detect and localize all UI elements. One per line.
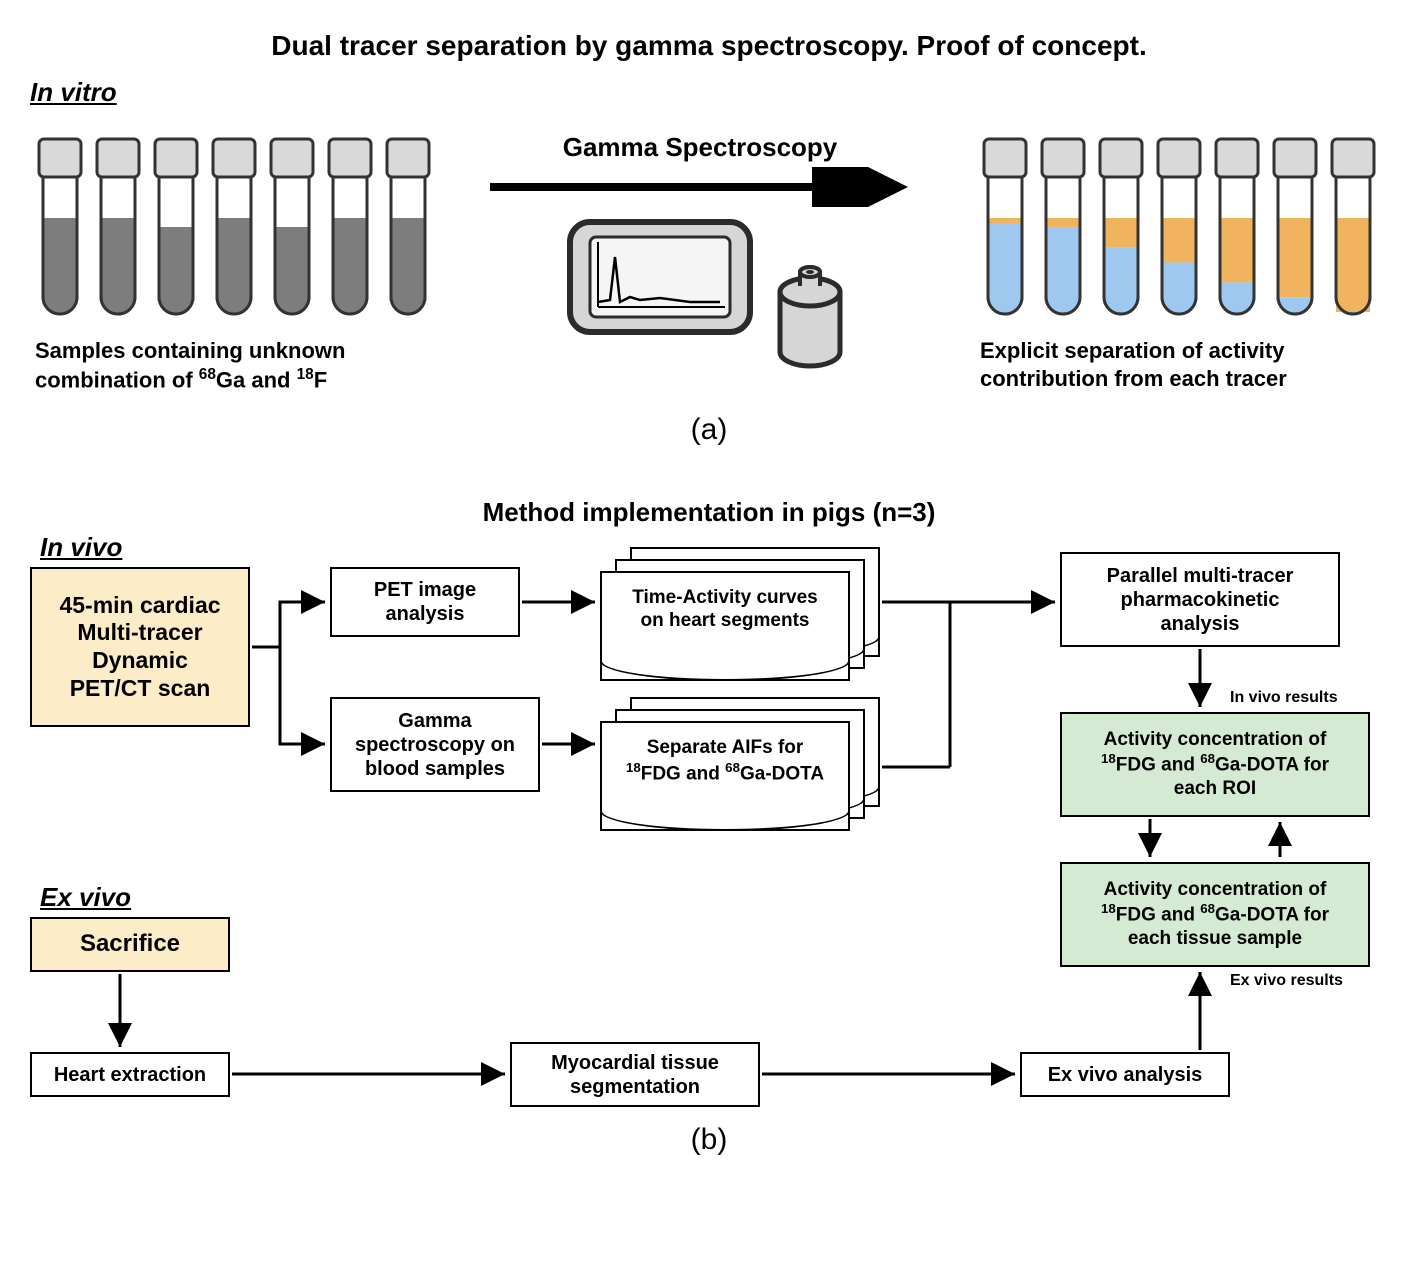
tissue-end: each tissue sample xyxy=(1128,928,1302,949)
test-tube-split xyxy=(1328,137,1378,317)
box-tissue: Activity concentration of 18FDG and 68Ga… xyxy=(1060,862,1370,967)
box-roi: Activity concentration of 18FDG and 68Ga… xyxy=(1060,712,1370,817)
sup-18: 18 xyxy=(297,366,314,383)
aifs-pre: Separate AIFs for xyxy=(647,737,804,758)
roi-pre: Activity concentration of xyxy=(1104,729,1327,750)
test-tube-split xyxy=(1154,137,1204,317)
box-sacrifice: Sacrifice xyxy=(30,917,230,972)
tube-row-right xyxy=(980,137,1378,317)
in-vivo-label: In vivo xyxy=(40,532,122,563)
subfig-a: (a) xyxy=(20,413,1398,447)
left-caption-line2-pre: combination of xyxy=(35,367,199,392)
box-heart-extraction: Heart extraction xyxy=(30,1052,230,1097)
tissue-sup2: 68 xyxy=(1200,901,1215,916)
ga-and: Ga and xyxy=(216,367,297,392)
big-arrow xyxy=(480,167,920,207)
aifs-ga: Ga-DOTA xyxy=(740,763,824,784)
in-vitro-label: In vitro xyxy=(30,77,1398,108)
doc-aifs-label: Separate AIFs for 18FDG and 68Ga-DOTA xyxy=(612,737,838,786)
test-tube xyxy=(151,137,201,317)
test-tube-split xyxy=(980,137,1030,317)
test-tube xyxy=(209,137,259,317)
box-scan: 45-min cardiac Multi-tracer Dynamic PET/… xyxy=(30,567,250,727)
subfig-b: (b) xyxy=(20,1123,1398,1157)
spectrometer-icon xyxy=(560,212,860,372)
panel-b-title: Method implementation in pigs (n=3) xyxy=(20,497,1398,528)
test-tube xyxy=(325,137,375,317)
panel-b: Method implementation in pigs (n=3) In v… xyxy=(20,497,1398,1197)
doc-tac-label: Time-Activity curves on heart segments xyxy=(612,587,838,633)
box-parallel: Parallel multi-tracer pharmacokinetic an… xyxy=(1060,552,1340,647)
box-gamma-blood: Gamma spectroscopy on blood samples xyxy=(330,697,540,792)
sup-68: 68 xyxy=(199,366,216,383)
box-exvivo-analysis: Ex vivo analysis xyxy=(1020,1052,1230,1097)
test-tube-split xyxy=(1096,137,1146,317)
right-caption-line1: Explicit separation of activity xyxy=(980,338,1284,363)
tissue-fdg: FDG and xyxy=(1116,905,1200,926)
right-caption: Explicit separation of activity contribu… xyxy=(980,337,1410,392)
test-tube-split xyxy=(1270,137,1320,317)
test-tube xyxy=(267,137,317,317)
test-tube-split xyxy=(1212,137,1262,317)
aifs-fdg: FDG and xyxy=(641,763,725,784)
tissue-ga: Ga-DOTA for xyxy=(1215,905,1329,926)
roi-sup1: 18 xyxy=(1101,751,1116,766)
f-label: F xyxy=(314,367,327,392)
box-myocardial-seg: Myocardial tissue segmentation xyxy=(510,1042,760,1107)
tissue-pre: Activity concentration of xyxy=(1104,879,1327,900)
left-caption-line1: Samples containing unknown xyxy=(35,338,345,363)
box-pet-image-analysis: PET image analysis xyxy=(330,567,520,637)
roi-end: each ROI xyxy=(1174,778,1256,799)
main-title: Dual tracer separation by gamma spectros… xyxy=(20,30,1398,62)
roi-sup2: 68 xyxy=(1200,751,1215,766)
aifs-sup1: 18 xyxy=(626,760,641,775)
roi-fdg: FDG and xyxy=(1116,755,1200,776)
doc-stack-tac: Time-Activity curves on heart segments xyxy=(600,547,890,687)
tissue-sup1: 18 xyxy=(1101,901,1116,916)
ex-vivo-label: Ex vivo xyxy=(40,882,131,913)
tube-row-left xyxy=(35,137,433,317)
test-tube xyxy=(383,137,433,317)
label-invivo-results: In vivo results xyxy=(1230,689,1338,707)
panel-a: In vitro xyxy=(20,77,1398,497)
test-tube-split xyxy=(1038,137,1088,317)
tac-text: Time-Activity curves on heart segments xyxy=(632,587,818,631)
label-exvivo-results: Ex vivo results xyxy=(1230,972,1343,990)
gamma-spectroscopy-label: Gamma Spectroscopy xyxy=(500,132,900,163)
doc-stack-aifs: Separate AIFs for 18FDG and 68Ga-DOTA xyxy=(600,697,890,837)
left-caption: Samples containing unknown combination o… xyxy=(35,337,465,393)
roi-ga: Ga-DOTA for xyxy=(1215,755,1329,776)
aifs-sup2: 68 xyxy=(725,760,740,775)
test-tube xyxy=(93,137,143,317)
test-tube xyxy=(35,137,85,317)
right-caption-line2: contribution from each tracer xyxy=(980,366,1287,391)
